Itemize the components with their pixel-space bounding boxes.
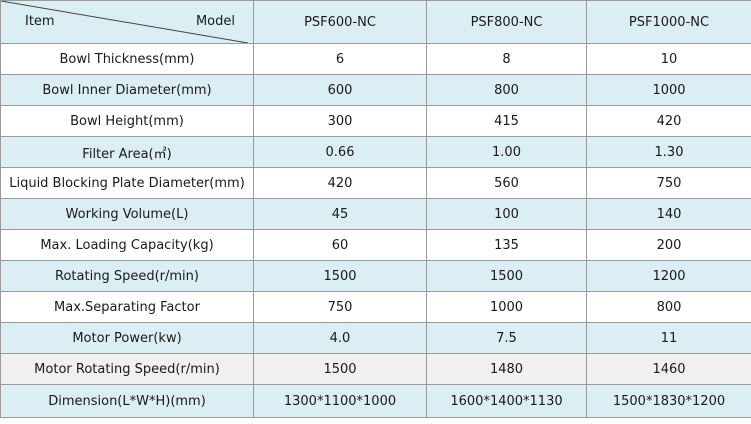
table-cell: 0.66 (253, 136, 427, 168)
table-cell: 750 (586, 167, 751, 199)
row-label: Filter Area(㎡) (0, 136, 254, 168)
table-cell: 1200 (586, 260, 751, 292)
table-cell: 1500 (426, 260, 587, 292)
table-cell: 415 (426, 105, 587, 137)
model-column-label: Model (195, 14, 235, 29)
table-cell: 750 (253, 291, 427, 323)
table-cell: 1000 (586, 74, 751, 106)
table-cell: 600 (253, 74, 427, 106)
header-row: Item Model PSF600-NC PSF800-NC PSF1000-N… (0, 0, 751, 44)
table-cell: 800 (426, 74, 587, 106)
row-label: Liquid Blocking Plate Diameter(mm) (0, 167, 254, 199)
table-cell: 560 (426, 167, 587, 199)
table-cell: 1480 (426, 353, 587, 385)
table-cell: 11 (586, 322, 751, 354)
row-label: Bowl Height(mm) (0, 105, 254, 137)
table-row: Working Volume(L) 45 100 140 (0, 198, 751, 230)
table-cell: 1000 (426, 291, 587, 323)
table-cell: 8 (426, 43, 587, 75)
table-cell: 300 (253, 105, 427, 137)
table-cell: 1600*1400*1130 (426, 384, 587, 418)
model-header: PSF600-NC (253, 0, 427, 44)
row-label: Bowl Thickness(mm) (0, 43, 254, 75)
table-cell: 45 (253, 198, 427, 230)
row-label: Max. Loading Capacity(kg) (0, 229, 254, 261)
table-row: Rotating Speed(r/min) 1500 1500 1200 (0, 260, 751, 292)
table-row: Bowl Inner Diameter(mm) 600 800 1000 (0, 74, 751, 106)
row-label: Motor Power(kw) (0, 322, 254, 354)
table-row: Max. Loading Capacity(kg) 60 135 200 (0, 229, 751, 261)
table-cell: 420 (253, 167, 427, 199)
row-label: Dimension(L*W*H)(mm) (0, 384, 254, 418)
row-label: Motor Rotating Speed(r/min) (0, 353, 254, 385)
table-cell: 800 (586, 291, 751, 323)
row-label: Max.Separating Factor (0, 291, 254, 323)
table-cell: 140 (586, 198, 751, 230)
table-row: Max.Separating Factor 750 1000 800 (0, 291, 751, 323)
table-cell: 10 (586, 43, 751, 75)
table-cell: 1300*1100*1000 (253, 384, 427, 418)
table-cell: 1.00 (426, 136, 587, 168)
row-label: Rotating Speed(r/min) (0, 260, 254, 292)
table-cell: 200 (586, 229, 751, 261)
table-cell: 1500 (253, 260, 427, 292)
table-cell: 1.30 (586, 136, 751, 168)
table-row: Motor Power(kw) 4.0 7.5 11 (0, 322, 751, 354)
table-cell: 1460 (586, 353, 751, 385)
table-row: Filter Area(㎡) 0.66 1.00 1.30 (0, 136, 751, 168)
table-cell: 1500 (253, 353, 427, 385)
table-cell: 7.5 (426, 322, 587, 354)
table-cell: 100 (426, 198, 587, 230)
table-cell: 135 (426, 229, 587, 261)
table-row: Liquid Blocking Plate Diameter(mm) 420 5… (0, 167, 751, 199)
table-row: Bowl Thickness(mm) 6 8 10 (0, 43, 751, 75)
table-row: Bowl Height(mm) 300 415 420 (0, 105, 751, 137)
model-header: PSF1000-NC (586, 0, 751, 44)
table-cell: 4.0 (253, 322, 427, 354)
corner-diagonal-line (1, 1, 249, 43)
row-label: Bowl Inner Diameter(mm) (0, 74, 254, 106)
corner-cell: Item Model (0, 0, 254, 44)
table-cell: 6 (253, 43, 427, 75)
table-row: Motor Rotating Speed(r/min) 1500 1480 14… (0, 353, 751, 385)
table-cell: 1500*1830*1200 (586, 384, 751, 418)
table-row: Dimension(L*W*H)(mm) 1300*1100*1000 1600… (0, 384, 751, 418)
table-cell: 420 (586, 105, 751, 137)
table-cell: 60 (253, 229, 427, 261)
model-header: PSF800-NC (426, 0, 587, 44)
row-label: Working Volume(L) (0, 198, 254, 230)
item-column-label: Item (25, 14, 55, 29)
